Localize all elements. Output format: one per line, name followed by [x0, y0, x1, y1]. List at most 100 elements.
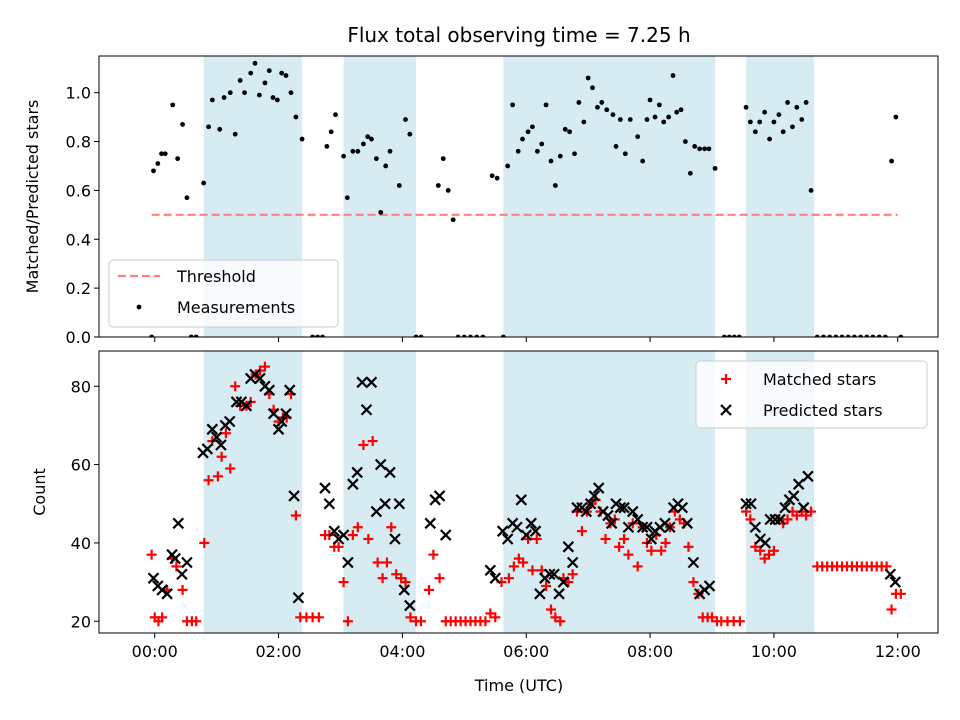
measurement-point: [360, 141, 366, 147]
measurement-point: [712, 166, 718, 171]
measurement-point: [799, 117, 805, 122]
measurement-point: [731, 334, 737, 337]
plot-area: [149, 56, 904, 337]
matched-star-marker: [428, 549, 439, 560]
measurement-point: [184, 195, 190, 201]
predicted-star-marker: [323, 497, 336, 510]
measurement-point: [757, 119, 763, 125]
y-axis-label: Matched/Predicted stars: [23, 100, 42, 294]
measurement-point: [159, 151, 164, 157]
predicted-star-marker: [360, 403, 373, 416]
predicted-star-marker: [439, 529, 452, 541]
measurement-point: [827, 334, 833, 337]
measurement-point: [640, 158, 646, 164]
measurement-point: [543, 102, 549, 108]
predicted-star-marker: [529, 525, 542, 537]
matched-star-marker: [623, 549, 634, 560]
measurement-point: [293, 114, 299, 120]
matched-star-marker: [333, 541, 344, 552]
measurement-point: [344, 195, 350, 201]
measurement-point: [383, 163, 389, 169]
measurement-point: [893, 114, 899, 120]
measurement-point: [576, 100, 582, 105]
measurement-point: [418, 334, 424, 337]
measurement-point: [237, 78, 243, 83]
legend: Matched stars Predicted stars: [695, 360, 928, 429]
measurement-point: [692, 144, 698, 149]
measurement-point: [445, 187, 451, 193]
predicted-star-marker: [787, 490, 800, 502]
matched-star-marker: [721, 374, 731, 384]
measurement-point: [682, 139, 688, 144]
measurement-point: [794, 104, 800, 110]
measurement-point: [373, 156, 379, 162]
predicted-star-marker: [347, 478, 359, 490]
predicted-star-marker: [206, 423, 219, 436]
matched-star-marker: [576, 526, 587, 537]
measurement-point: [333, 112, 338, 118]
legend-box: [695, 360, 928, 429]
measurement-point: [687, 170, 693, 176]
measurement-point: [155, 161, 161, 166]
measurement-point: [455, 334, 461, 337]
measurement-point: [266, 68, 272, 74]
predicted-star-marker: [566, 556, 579, 569]
predicted-star-marker: [489, 572, 502, 584]
measurement-point: [256, 92, 262, 98]
matched-star-marker: [157, 612, 168, 623]
predicted-star-marker: [592, 482, 605, 494]
predicted-star-marker: [319, 482, 331, 494]
measurement-point: [882, 334, 888, 337]
measurement-point: [242, 90, 247, 96]
matched-star-marker: [600, 534, 611, 544]
legend-label-predicted: Predicted stars: [763, 401, 883, 420]
matched-star-marker: [367, 436, 378, 447]
y-tick-label: 0.8: [66, 133, 91, 152]
predicted-star-marker: [580, 505, 593, 518]
measurement-point: [262, 80, 268, 86]
matched-star-marker: [782, 514, 793, 525]
predicted-star-marker: [605, 517, 618, 530]
measurement-point: [221, 95, 227, 100]
observing-window: [343, 351, 417, 633]
measurement-point: [581, 119, 587, 125]
predicted-star-marker: [328, 525, 341, 537]
measurement-point: [771, 119, 777, 125]
measurement-point: [387, 148, 393, 154]
predicted-star-marker: [511, 521, 523, 534]
matched-star-marker: [338, 577, 349, 588]
measurement-point: [310, 334, 316, 337]
measurement-point: [505, 163, 511, 169]
predicted-star-marker: [230, 396, 243, 408]
predicted-star-marker: [404, 599, 416, 612]
measurement-point: [767, 136, 772, 142]
matched-star-marker: [386, 522, 397, 533]
matched-star-marker: [171, 561, 182, 572]
predicted-star-marker: [636, 521, 649, 534]
measurement-point: [450, 217, 456, 223]
predicted-star-marker: [664, 521, 676, 534]
measurement-point: [324, 144, 330, 149]
measurement-point: [557, 153, 563, 159]
predicted-star-marker: [398, 584, 411, 596]
predicted-star-marker: [351, 466, 363, 479]
y-tick-label: 0.4: [66, 230, 91, 249]
y-tick-label: 0.0: [66, 328, 91, 347]
measurement-point: [613, 144, 619, 149]
predicted-star-marker: [172, 517, 185, 530]
matched-star-marker: [358, 440, 369, 450]
measurement-point: [567, 129, 572, 135]
predicted-star-marker: [275, 415, 288, 428]
predicted-star-marker: [745, 497, 757, 510]
measurement-point: [288, 90, 294, 96]
predicted-star-marker: [676, 501, 689, 514]
predicted-star-marker: [292, 591, 305, 604]
predicted-star-marker: [588, 490, 601, 502]
measurement-point: [870, 334, 876, 337]
predicted-star-marker: [641, 521, 653, 534]
measurement-point: [252, 60, 258, 66]
y-axis-label: Count: [30, 468, 49, 516]
matched-star-marker: [400, 577, 411, 588]
measurement-point: [858, 334, 864, 337]
